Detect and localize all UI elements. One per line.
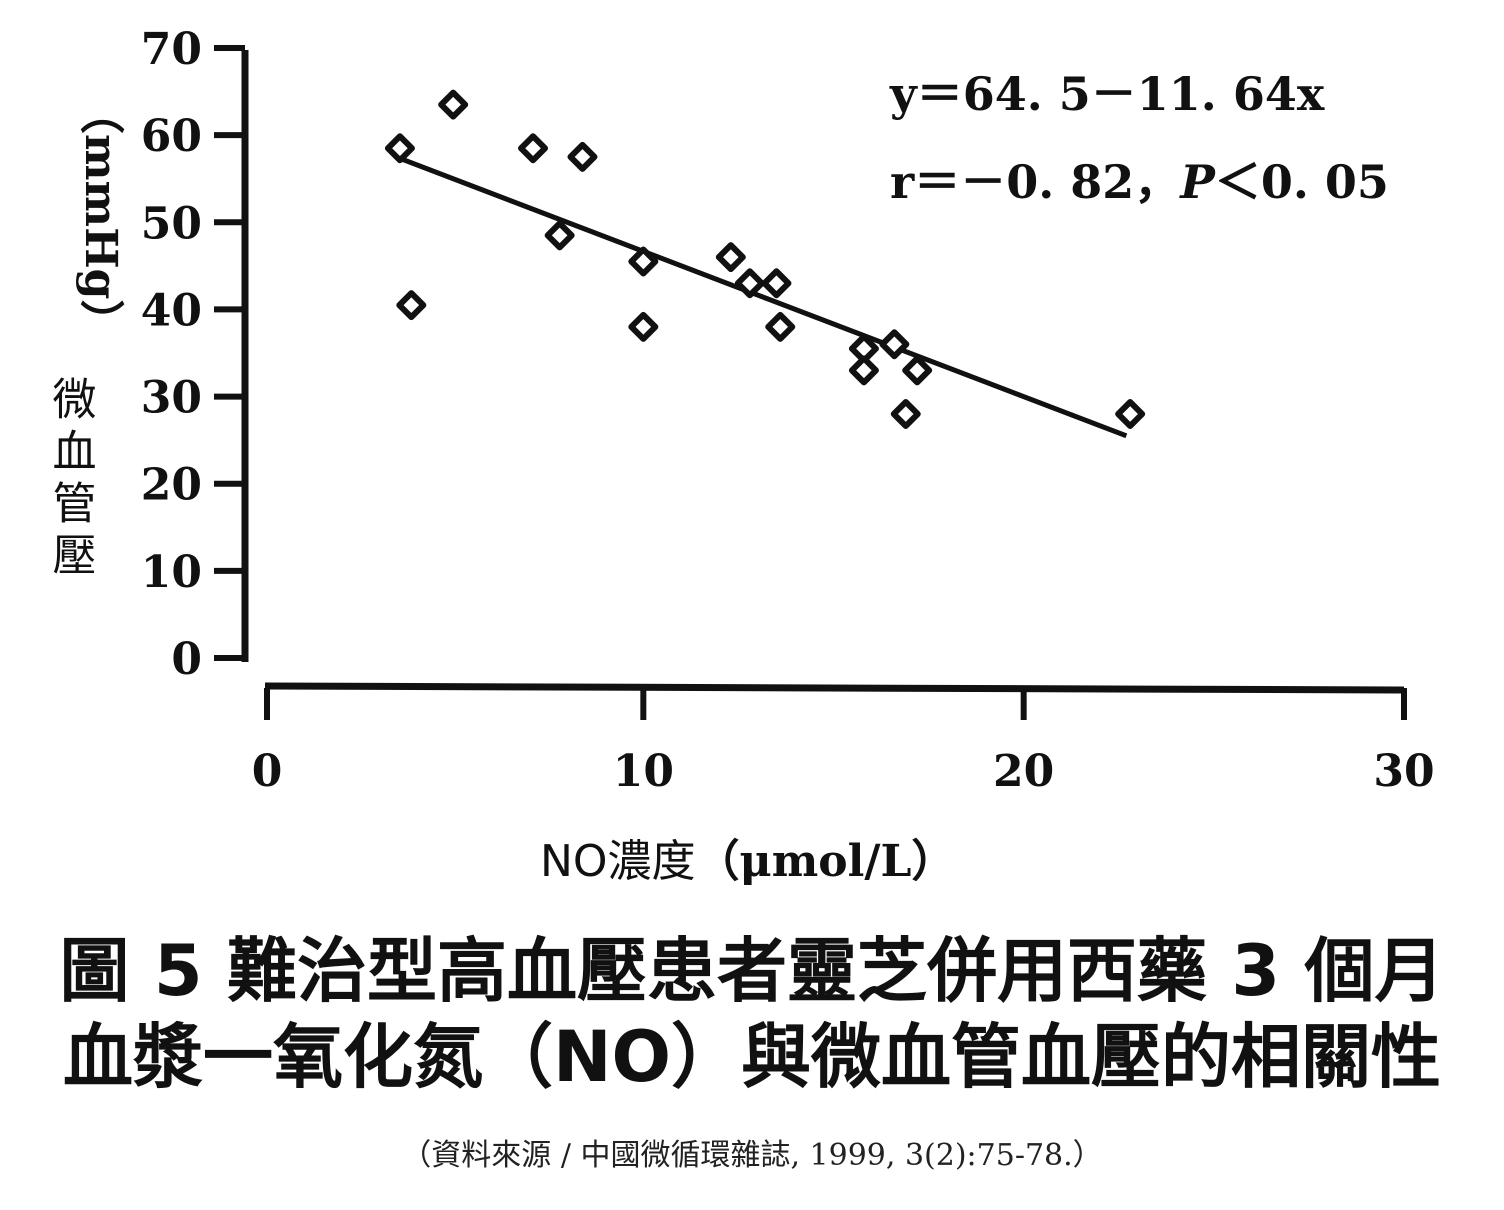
y-tick-label-70: 70 (141, 24, 202, 75)
correlation-annotation: r＝－0. 82，P＜0. 05 (890, 155, 1389, 209)
data-point-7 (628, 246, 659, 277)
data-points (384, 89, 1146, 429)
correlation-r: r＝－0. 82， (890, 155, 1180, 209)
data-point-9 (715, 242, 746, 273)
scatter-chart: 0 10 20 30 40 50 60 70 0 10 20 30 （mmHg） 微血管壓 NO濃度… (45, 24, 1435, 887)
x-tick-label-0: 0 (252, 746, 283, 797)
data-point-5 (544, 220, 575, 251)
y-tick-label-60: 60 (141, 111, 202, 162)
data-point-16 (890, 399, 921, 429)
y-tick-label-10: 10 (141, 547, 202, 598)
data-point-10 (734, 268, 765, 299)
y-tick-label-0: 0 (171, 634, 202, 685)
x-tick-label-10: 10 (613, 746, 674, 797)
data-point-11 (761, 268, 792, 299)
data-point-3 (438, 89, 469, 120)
x-tick-label-20: 20 (993, 746, 1054, 797)
y-axis-ticks: 0 10 20 30 40 50 60 70 (141, 24, 245, 685)
y-tick-label-30: 30 (141, 373, 202, 424)
data-point-14 (848, 355, 879, 386)
caption-line-2: 血漿一氧化氮（NO）與微血管血壓的相關性 (62, 1016, 1442, 1098)
x-tick-label-30: 30 (1373, 746, 1434, 797)
y-axis-title: 微血管壓 (45, 376, 97, 584)
regression-line (395, 154, 1128, 439)
data-point-12 (765, 311, 796, 342)
data-point-8 (628, 311, 659, 342)
source-citation: （資料來源 / 中國微循環雜誌, 1999, 3(2):75-78.） (401, 1138, 1103, 1173)
y-axis-label: （mmHg） 微血管壓 (45, 90, 127, 584)
x-axis-label: NO濃度（μmol/L） (540, 836, 955, 887)
data-point-1 (384, 133, 415, 164)
data-point-4 (518, 133, 549, 164)
x-axis-unit: （μmol/L） (696, 836, 956, 887)
x-axis-ticks: 0 10 20 30 (252, 688, 1435, 797)
data-point-18 (1115, 399, 1146, 429)
y-tick-label-50: 50 (141, 198, 202, 249)
caption-line-1: 圖 5 難治型高血壓患者靈芝併用西藥 3 個月 (59, 930, 1445, 1012)
p-symbol: P (1178, 155, 1216, 209)
y-tick-label-40: 40 (141, 285, 202, 336)
figure-caption: 圖 5 難治型高血壓患者靈芝併用西藥 3 個月 血漿一氧化氮（NO）與微血管血壓… (0, 928, 1504, 1100)
y-tick-label-20: 20 (141, 460, 202, 511)
regression-equation: y＝64. 5－11. 64x (889, 67, 1325, 121)
data-point-15 (879, 329, 910, 360)
p-value: ＜0. 05 (1215, 155, 1389, 209)
y-axis-unit: （mmHg） (75, 90, 126, 343)
data-point-6 (567, 141, 598, 172)
x-axis-title: NO濃度 (540, 836, 696, 887)
x-axis-line (264, 682, 1405, 694)
data-point-17 (902, 355, 933, 386)
data-point-2 (396, 290, 427, 321)
